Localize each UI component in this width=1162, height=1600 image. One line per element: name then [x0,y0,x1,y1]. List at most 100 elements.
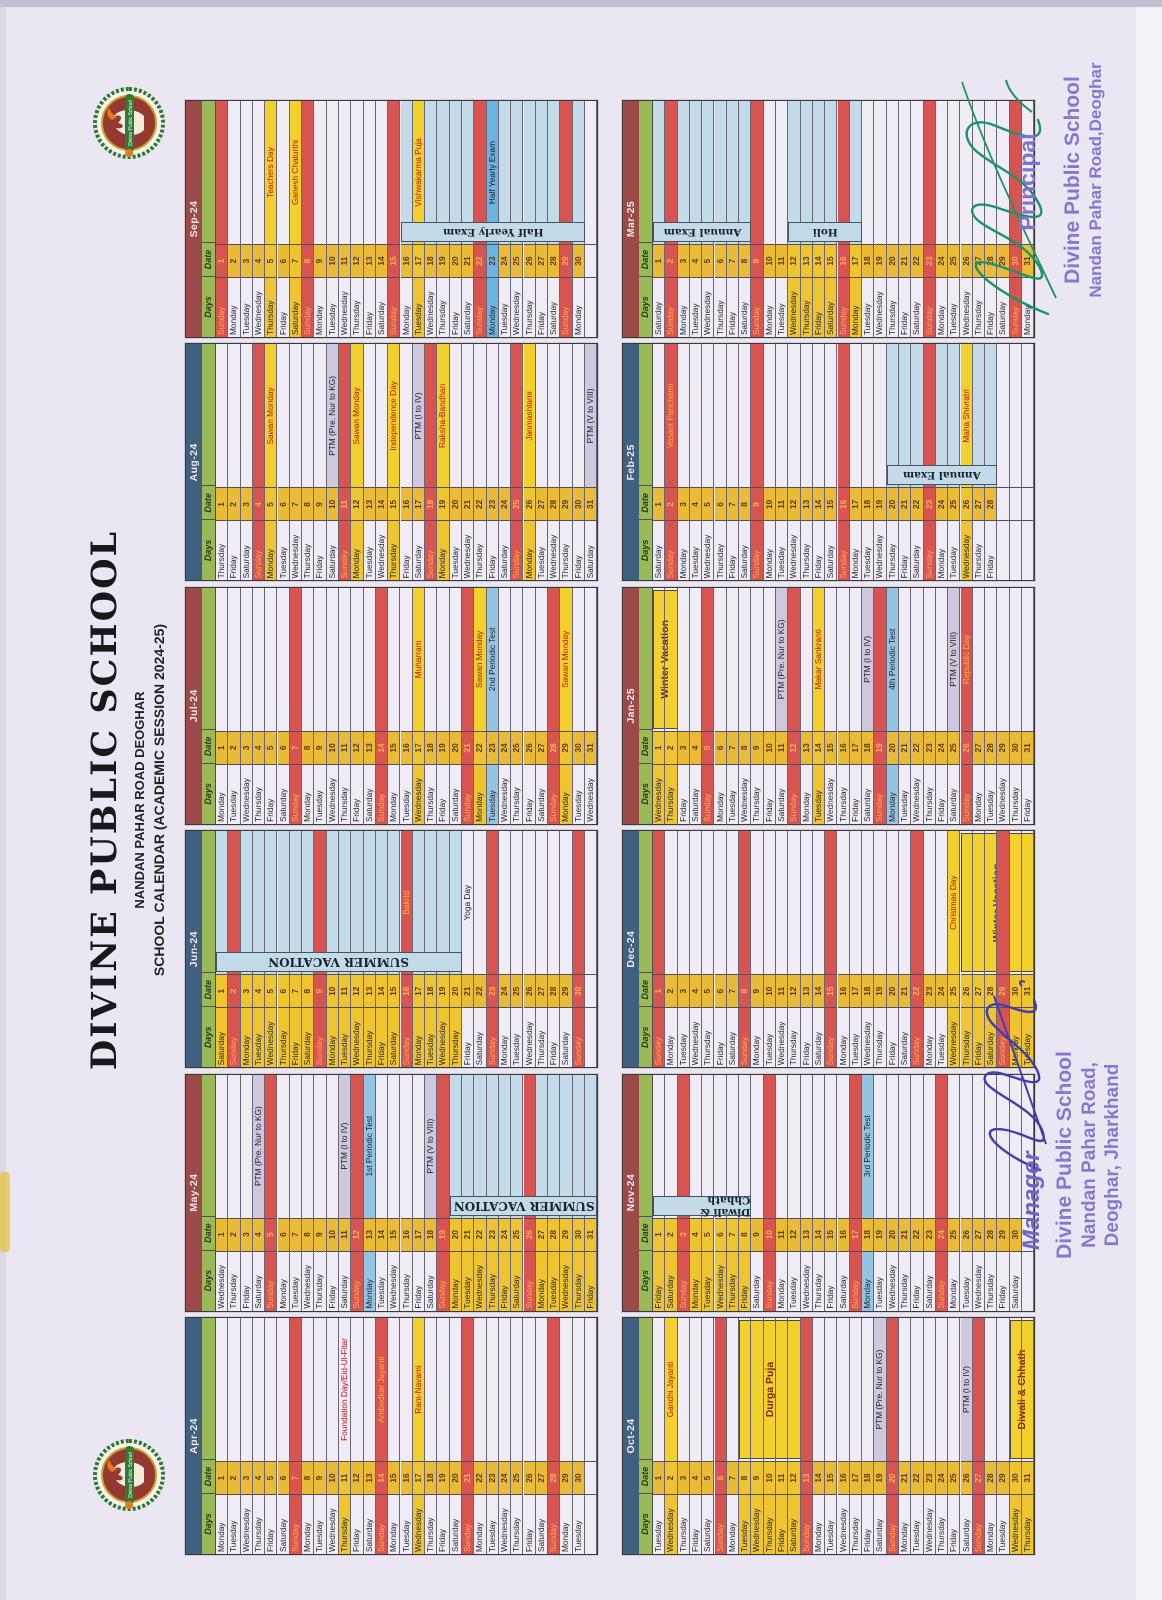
date-cell: 10 [763,1217,776,1251]
calendar-row: Monday 12 Sawan Monday [351,344,364,581]
event-cell [886,1318,899,1461]
calendar-row: Sunday 9 [314,831,327,1068]
month-table-Jul-24: Jul-24 Days Date Monday 1 Tuesday 2 Wednesday 3 T… [185,586,599,825]
day-cell: Tuesday [948,520,961,581]
day-cell: Tuesday [862,520,875,581]
day-cell: Sunday [486,1007,499,1068]
calendar-row: Monday 21 [899,1318,912,1554]
day-cell: Sunday [923,277,936,337]
day-cell: Saturday [837,1250,850,1311]
event-span-label-annual-exam: Annual Exam [886,465,998,486]
date-cell: 17 [849,1217,863,1251]
day-cell: Tuesday [228,1494,241,1554]
event-cell [216,101,229,244]
date-cell: 20 [886,1217,899,1251]
event-cell [800,1074,813,1218]
day-cell: Saturday [665,1250,678,1311]
calendar-row: Saturday 21 [899,831,912,1068]
date-cell: 29 [997,1217,1010,1251]
calendar-row: Sunday 11 [339,344,352,581]
calendar-row: Wednesday 18 [862,831,875,1068]
date-cell: 3 [677,730,690,764]
calendar-row: Thursday 2 [665,587,678,824]
days-column-header: Days [639,519,652,581]
day-cell: Tuesday [572,1494,585,1554]
calendar-row: Friday 7 [289,831,303,1068]
date-column-header: Date [202,242,215,276]
event-cell: Janmashtami [523,344,536,488]
calendar-row: Monday 9 [314,101,327,337]
event-cell [277,101,290,244]
event-cell [351,1318,364,1461]
date-cell: 5 [265,730,278,764]
calendar-row: Thursday 8 [302,344,315,581]
calendar-row: Tuesday 2 [228,1318,241,1554]
calendar-row: Monday 10 [763,344,776,581]
day-cell: Sunday [388,277,401,337]
date-cell: 11 [339,974,352,1008]
event-cell [825,344,838,488]
calendar-row: Thursday 12 [351,101,364,337]
calendar-row: Saturday 4 [689,587,703,824]
date-cell: 7 [289,487,303,521]
date-cell: 24 [935,1461,949,1494]
event-cell [714,1318,727,1461]
date-cell: 29 [560,730,573,764]
date-cell: 2 [228,244,241,277]
date-cell: 31 [585,1217,598,1251]
event-cell [351,587,364,731]
date-cell: 24 [498,1217,512,1251]
day-cell: Monday [849,520,863,581]
calendar-row: Thursday 26 [523,101,536,337]
month-rows: Winter Vacation Wednesday 1 Thursday 2 Friday… [653,587,1035,824]
calendar-row: Friday 14 [812,344,826,581]
day-cell: Thursday [277,1007,290,1068]
calendar-row: Thursday 11 [339,587,352,824]
day-cell: Thursday [874,1007,887,1068]
date-cell: 5 [702,244,715,277]
day-cell: Monday [302,763,315,824]
day-cell: Friday [800,1007,813,1068]
day-cell: Thursday [886,277,899,337]
date-cell: 12 [788,244,801,277]
date-cell: 27 [535,487,549,521]
date-cell: 22 [911,1461,924,1494]
calendar-row: Saturday 8 [739,101,752,337]
event-cell [702,587,715,731]
day-cell: Monday [899,1494,912,1554]
day-cell: Monday [972,763,986,824]
day-cell: Tuesday [689,277,703,337]
calendar-row: Wednesday 28 [548,344,561,581]
date-cell: 23 [486,244,499,277]
calendar-row: Saturday 12 [788,1318,801,1554]
calendar-row: Tuesday 9 [314,1318,327,1554]
calendar-row: Friday 23 [486,344,499,581]
date-cell: 21 [462,730,475,764]
date-cell: 22 [911,730,924,764]
event-cell [363,101,376,244]
day-cell: Saturday [911,520,924,581]
event-cell [726,344,740,488]
calendar-row: Tuesday 17 [849,831,863,1068]
date-cell: 16 [837,1217,850,1251]
date-cell: 14 [375,1461,389,1494]
event-cell: PTM (I to IV) [960,1318,973,1461]
day-cell: Thursday [252,1494,266,1554]
event-cell [289,1074,303,1218]
calendar-row: Thursday 24 [935,1318,949,1554]
date-cell: 27 [535,244,549,277]
date-cell: 4 [252,730,266,764]
calendar-row: Tuesday 24 [498,101,512,337]
calendar-row: Friday 20 [449,101,462,337]
month-banner: Nov-24 [623,1074,639,1311]
calendar-row: Wednesday 29 [560,1074,573,1311]
day-cell: Tuesday [763,1007,776,1068]
event-cell [812,831,826,975]
date-cell: 4 [252,244,266,277]
calendar-row: Tuesday 14 Makar Sankranti [812,587,826,824]
date-cell: 11 [339,730,352,764]
calendar-row: Saturday 8 [739,344,752,581]
date-cell: 30 [572,487,585,521]
date-cell: 6 [714,730,727,764]
calendar-row: Sunday 23 [923,101,936,337]
